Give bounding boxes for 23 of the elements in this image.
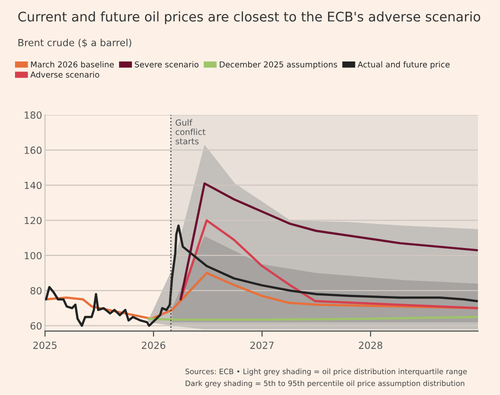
y-tick-label: 180	[24, 111, 42, 119]
legend-label: March 2026 baseline	[31, 61, 114, 68]
ref-line-label: Gulf conflict starts	[176, 119, 206, 144]
x-tick-label: 2028	[358, 342, 382, 349]
chart-title: Current and future oil prices are closest to the ECB's adverse scenario	[18, 11, 480, 24]
legend-label: December 2025 assumptions	[220, 61, 338, 70]
y-tick-label: 160	[24, 146, 42, 154]
legend-label: Adverse scenario	[30, 71, 100, 78]
line-series	[45, 224, 478, 327]
y-tick-label: 120	[24, 216, 42, 224]
y-tick-label: 60	[30, 322, 42, 330]
line-series	[180, 182, 478, 300]
x-tick-label: 2026	[142, 342, 166, 349]
legend-label: Severe scenario	[134, 61, 198, 68]
x-tick-label: 2027	[250, 342, 274, 349]
chart-subtitle: Brent crude ($ a barrel)	[18, 38, 132, 48]
y-tick-label: 80	[30, 287, 42, 294]
line-series	[45, 272, 478, 320]
x-tick-label: 2025	[33, 342, 57, 349]
y-tick-label: 100	[24, 252, 42, 260]
line-series	[180, 219, 478, 310]
legend-label: Actual and future price	[358, 61, 450, 70]
y-tick-label: 140	[24, 182, 42, 190]
